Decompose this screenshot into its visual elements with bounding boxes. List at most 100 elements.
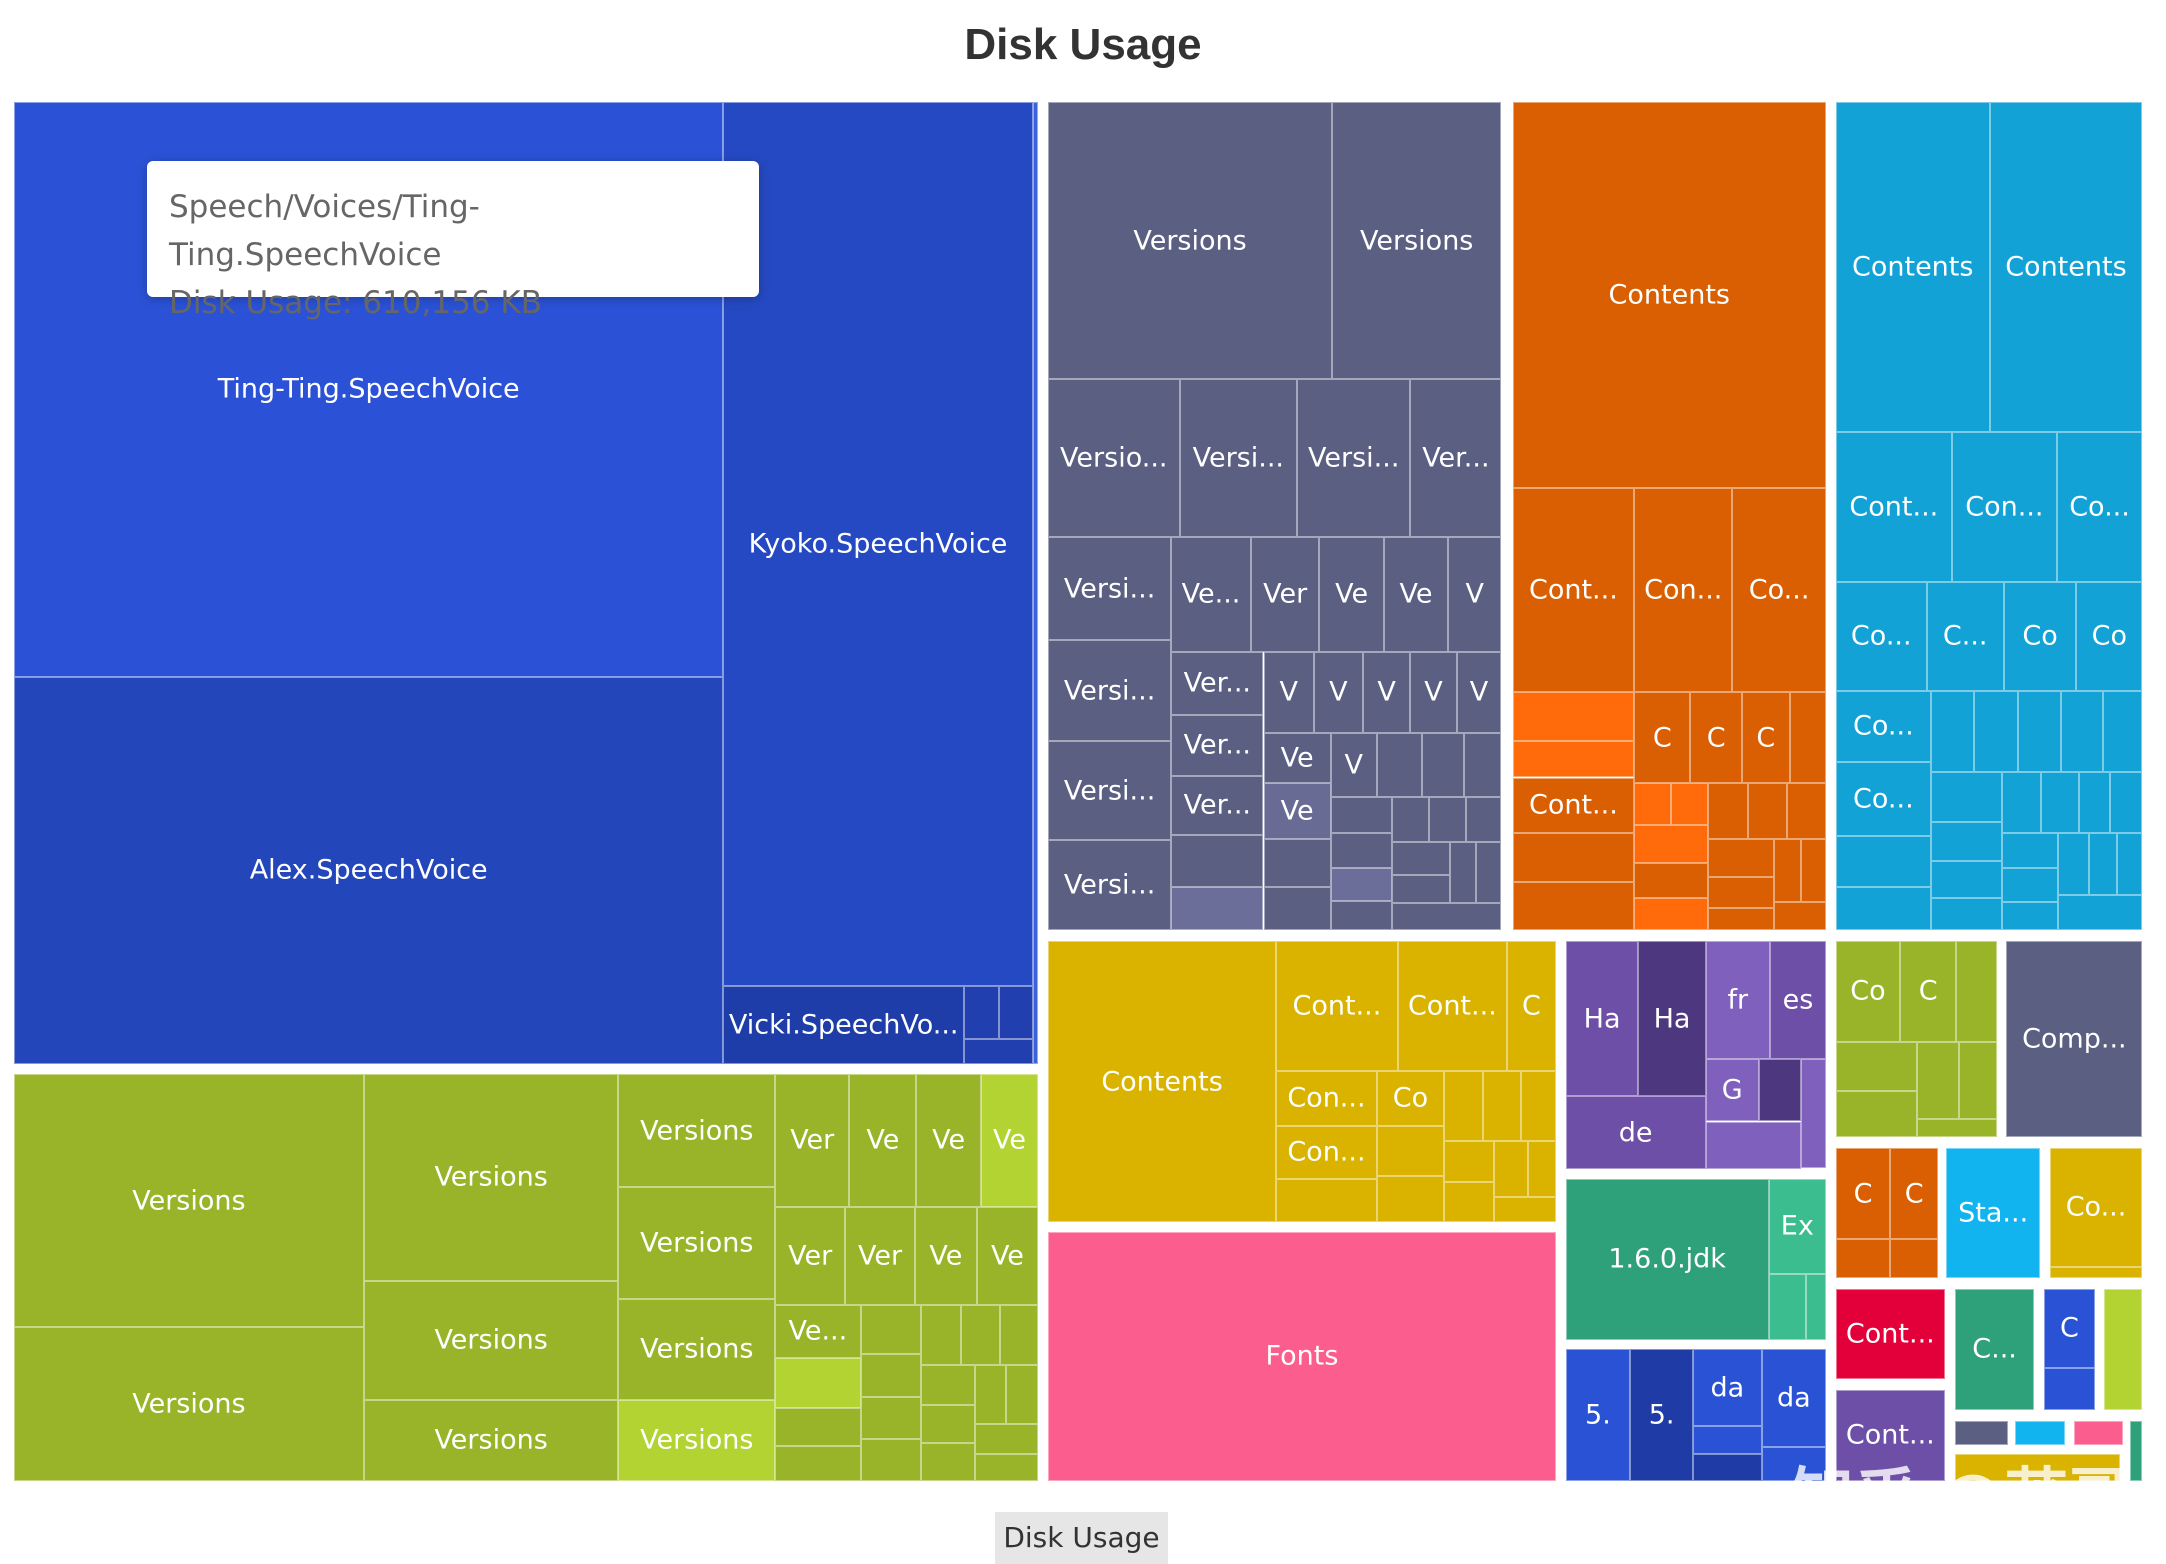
- treemap-tile-small[interactable]: [2073, 1420, 2123, 1445]
- treemap-tile-small[interactable]: [1747, 783, 1787, 839]
- treemap-tile-small[interactable]: [1786, 783, 1826, 839]
- treemap-tile[interactable]: da: [1693, 1349, 1762, 1427]
- treemap-tile-small[interactable]: [1330, 797, 1393, 834]
- treemap-tile-small[interactable]: [1693, 1454, 1762, 1481]
- treemap-tile[interactable]: 5.: [1565, 1349, 1631, 1481]
- treemap-tile-small[interactable]: [1634, 897, 1709, 930]
- treemap-tile-small[interactable]: [1376, 732, 1422, 798]
- treemap-tile[interactable]: Versi...: [1048, 640, 1172, 742]
- treemap-tile[interactable]: C: [2044, 1289, 2095, 1368]
- treemap-tile-small[interactable]: [1634, 783, 1671, 826]
- treemap-tile-small[interactable]: [1276, 1178, 1377, 1223]
- treemap-tile-small[interactable]: [1483, 1071, 1521, 1142]
- treemap-tile[interactable]: Ve: [1263, 783, 1331, 839]
- treemap-tile[interactable]: Co...: [2056, 432, 2143, 582]
- treemap-tile[interactable]: Contents: [1989, 102, 2143, 433]
- treemap-tile-small[interactable]: [1512, 833, 1635, 883]
- treemap-tile-small[interactable]: [1520, 1071, 1556, 1142]
- treemap-tile-small[interactable]: [1634, 862, 1709, 898]
- treemap-tile[interactable]: V: [1456, 651, 1502, 733]
- treemap-tile-small[interactable]: [999, 985, 1033, 1039]
- treemap-tile-small[interactable]: [2129, 1420, 2143, 1481]
- treemap-tile[interactable]: da: [1761, 1349, 1826, 1448]
- treemap-tile-small[interactable]: [1789, 692, 1826, 784]
- treemap-tile-small[interactable]: [1806, 1273, 1826, 1340]
- treemap-tile[interactable]: Ex: [1768, 1178, 1826, 1274]
- treemap-tile-small[interactable]: [1392, 797, 1429, 842]
- treemap-tile-small[interactable]: [1974, 690, 2018, 772]
- treemap-tile[interactable]: Cont...: [1512, 777, 1635, 834]
- treemap-tile-small[interactable]: [961, 1304, 1001, 1365]
- treemap-tile-small[interactable]: [1774, 901, 1826, 930]
- treemap-tile-small[interactable]: [1263, 839, 1331, 887]
- treemap-tile[interactable]: C: [1890, 1148, 1938, 1239]
- treemap-tile[interactable]: Versions: [363, 1399, 619, 1481]
- treemap-tile-small[interactable]: [1330, 900, 1393, 930]
- treemap-tile-small[interactable]: [964, 1038, 1033, 1065]
- treemap-tile-small[interactable]: [1705, 1121, 1801, 1170]
- treemap-tile-small[interactable]: [2104, 1289, 2143, 1410]
- treemap-tile-small[interactable]: [1449, 841, 1477, 904]
- treemap-tile[interactable]: Versions: [363, 1073, 619, 1281]
- treemap-tile-small[interactable]: [1708, 907, 1775, 930]
- treemap-tile-small[interactable]: [1171, 886, 1264, 930]
- treemap-tile[interactable]: Ver: [775, 1073, 850, 1207]
- treemap-tile[interactable]: C: [1634, 692, 1691, 784]
- treemap-tile-small[interactable]: [1835, 1090, 1917, 1137]
- treemap-tile[interactable]: Ve: [980, 1073, 1039, 1207]
- treemap-tile[interactable]: G: [1705, 1058, 1759, 1122]
- treemap-tile[interactable]: Vicki.SpeechVo...: [723, 985, 965, 1065]
- treemap-tile-small[interactable]: [975, 1364, 1007, 1424]
- treemap-tile[interactable]: de: [1565, 1096, 1706, 1170]
- treemap-tile[interactable]: Versi...: [1048, 840, 1172, 930]
- treemap-tile[interactable]: Versions: [618, 1299, 776, 1400]
- treemap-tile[interactable]: Cont...: [1512, 488, 1635, 693]
- treemap-tile[interactable]: Ve: [1263, 732, 1331, 784]
- treemap-tile-small[interactable]: [2002, 771, 2042, 834]
- treemap-tile-small[interactable]: [1444, 1141, 1495, 1182]
- treemap-tile-small[interactable]: [1512, 692, 1635, 742]
- treemap-tile-small[interactable]: [964, 985, 1000, 1039]
- treemap-tile[interactable]: Con...: [1951, 432, 2057, 582]
- treemap-tile-small[interactable]: [1634, 825, 1709, 863]
- treemap-tile[interactable]: Co...: [1835, 762, 1931, 837]
- treemap-tile-small[interactable]: [1444, 1181, 1495, 1223]
- treemap-tile[interactable]: Ve...: [775, 1304, 861, 1358]
- treemap-tile-small[interactable]: [1930, 861, 2003, 898]
- treemap-tile[interactable]: Versions: [13, 1327, 364, 1481]
- treemap-tile[interactable]: Con...: [1634, 488, 1733, 693]
- treemap-tile[interactable]: Versi...: [1048, 741, 1172, 841]
- treemap-tile-small[interactable]: [1032, 102, 1039, 1065]
- treemap-tile[interactable]: Cont...: [1397, 941, 1507, 1072]
- treemap-tile[interactable]: Versi...: [1048, 536, 1172, 641]
- treemap-tile-small[interactable]: [1376, 1125, 1444, 1177]
- treemap-tile-small[interactable]: [1958, 1041, 1997, 1119]
- treemap-tile-small[interactable]: [1392, 903, 1502, 930]
- treemap-tile[interactable]: Ve: [976, 1206, 1039, 1305]
- treemap-tile-small[interactable]: [2103, 690, 2143, 772]
- treemap-tile[interactable]: Con...: [1276, 1125, 1377, 1179]
- treemap-tile-small[interactable]: [1800, 839, 1826, 902]
- treemap-tile-small[interactable]: [1708, 783, 1748, 839]
- treemap-tile[interactable]: C: [1690, 692, 1743, 784]
- treemap-tile-small[interactable]: [1954, 1420, 2008, 1445]
- treemap-tile[interactable]: C: [1506, 941, 1556, 1072]
- treemap-tile[interactable]: Ver...: [1410, 378, 1502, 537]
- treemap-tile[interactable]: Ha: [1565, 941, 1639, 1097]
- treemap-tile[interactable]: Ver: [845, 1206, 916, 1305]
- treemap-tile-small[interactable]: [2058, 833, 2090, 895]
- treemap-tile[interactable]: V: [1448, 536, 1502, 652]
- treemap-tile-small[interactable]: [1930, 771, 2003, 823]
- treemap-tile[interactable]: Ver: [775, 1206, 846, 1305]
- treemap-tile-small[interactable]: [1768, 1273, 1807, 1340]
- treemap-tile[interactable]: Ve: [915, 1206, 977, 1305]
- treemap-tile-small[interactable]: [2049, 1266, 2143, 1279]
- treemap-tile-small[interactable]: [1916, 1041, 1959, 1119]
- treemap-tile[interactable]: Co...: [1732, 488, 1826, 693]
- treemap-tile-small[interactable]: [1444, 1071, 1484, 1142]
- treemap-tile[interactable]: Ve...: [1171, 536, 1251, 652]
- treemap-tile-small[interactable]: [860, 1438, 921, 1481]
- treemap-tile-small[interactable]: [2002, 833, 2059, 869]
- treemap-tile-small[interactable]: [1835, 1238, 1891, 1279]
- treemap-tile-small[interactable]: [1000, 1304, 1039, 1365]
